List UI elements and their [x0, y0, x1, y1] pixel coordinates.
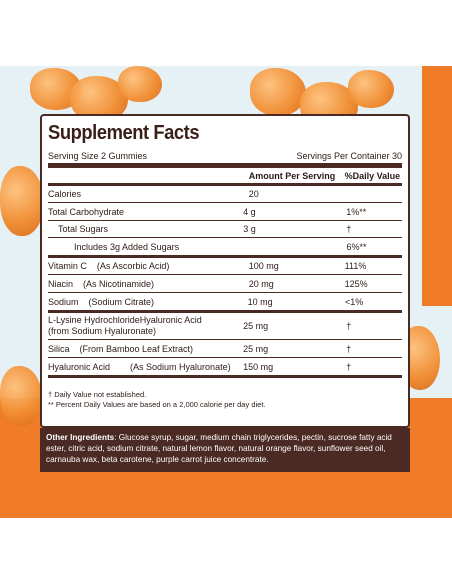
nutrient-dv: 125% — [344, 278, 368, 289]
table-row: Total Sugars 3 g † — [48, 221, 402, 238]
nutrient-name: Vitamin C (As Ascorbic Acid) — [48, 261, 170, 271]
table-row: Vitamin C (As Ascorbic Acid) 100 mg 111% — [48, 258, 402, 275]
nutrient-name: Total Sugars — [58, 224, 109, 234]
serving-size: Serving Size 2 Gummies — [48, 151, 148, 161]
nutrient-dv: † — [346, 343, 352, 354]
nutrient-dv: † — [346, 321, 352, 331]
table-row: L-Lysine HydrochlorideHyaluronic Acid (f… — [48, 313, 402, 340]
footnote-percent: ** Percent Daily Values are based on a 2… — [48, 400, 266, 409]
nutrient-name-line2: (from Sodium Hyaluronate) — [48, 326, 157, 336]
table-row: Calories 20 — [48, 186, 402, 203]
nutrient-name: L-Lysine HydrochlorideHyaluronic Acid (f… — [48, 315, 243, 337]
nutrient-name: Includes 3g Added Sugars — [74, 241, 180, 252]
ingredients-text: : Glucose syrup, sugar, medium chain tri… — [46, 433, 392, 464]
servings-per-container: Servings Per Container 30 — [296, 151, 402, 161]
gummy-image — [348, 70, 394, 108]
footnotes: † Daily Value not established. ** Percen… — [48, 390, 402, 410]
serving-info: Serving Size 2 Gummies Servings Per Cont… — [48, 151, 402, 168]
nutrient-dv: † — [346, 224, 352, 234]
nutrient-amount: 25 mg — [243, 343, 269, 354]
gummy-image — [250, 68, 306, 116]
nutrient-name: Silica (From Bamboo Leaf Extract) — [48, 343, 194, 354]
table-row: Includes 3g Added Sugars 6%** — [48, 238, 402, 258]
nutrient-dv: † — [346, 361, 352, 372]
table-header: Amount Per Serving %Daily Value — [48, 168, 402, 186]
nutrient-dv: 6%** — [346, 241, 367, 252]
ingredients-label: Other Ingredients — [46, 433, 115, 442]
nutrient-name: Calories — [48, 189, 82, 199]
nutrient-amount: 150 mg — [243, 361, 274, 372]
nutrient-dv: 1%** — [346, 206, 367, 217]
dv-header: %Daily Value — [344, 170, 401, 181]
nutrient-amount: 25 mg — [243, 321, 269, 331]
nutrient-amount: 10 mg — [247, 296, 273, 307]
nutrient-name-line1: L-Lysine HydrochlorideHyaluronic Acid — [48, 315, 202, 325]
nutrient-name: Total Carbohydrate — [48, 206, 125, 217]
nutrient-amount: 3 g — [243, 224, 256, 234]
other-ingredients: Other Ingredients: Glucose syrup, sugar,… — [40, 428, 410, 472]
nutrient-name: Sodium (Sodium Citrate) — [48, 296, 155, 307]
gummy-image — [118, 66, 162, 102]
nutrient-amount: 100 mg — [248, 261, 279, 271]
table-row: Total Carbohydrate 4 g 1%** — [48, 203, 402, 221]
table-row: Hyaluronic Acid (As Sodium Hyaluronate) … — [48, 358, 402, 378]
panel-title: Supplement Facts — [48, 122, 200, 144]
nutrient-amount: 4 g — [243, 206, 256, 217]
gummy-image — [0, 366, 42, 426]
supplement-facts-panel: Supplement Facts Serving Size 2 Gummies … — [40, 114, 410, 428]
amount-header: Amount Per Serving — [248, 170, 336, 181]
nutrient-amount: 20 — [248, 189, 259, 199]
nutrient-dv: <1% — [344, 296, 364, 307]
table-row: Niacin (As Nicotinamide) 20 mg 125% — [48, 275, 402, 293]
footnote-dagger: † Daily Value not established. — [48, 390, 147, 399]
gummy-image — [0, 166, 44, 236]
orange-accent — [422, 66, 452, 306]
table-row: Sodium (Sodium Citrate) 10 mg <1% — [48, 293, 402, 313]
nutrient-name: Niacin (As Nicotinamide) — [48, 278, 155, 289]
table-row: Silica (From Bamboo Leaf Extract) 25 mg … — [48, 340, 402, 358]
nutrient-amount: 20 mg — [248, 278, 274, 289]
nutrient-dv: 111% — [344, 261, 367, 271]
nutrient-name: Hyaluronic Acid (As Sodium Hyaluronate) — [48, 361, 231, 372]
